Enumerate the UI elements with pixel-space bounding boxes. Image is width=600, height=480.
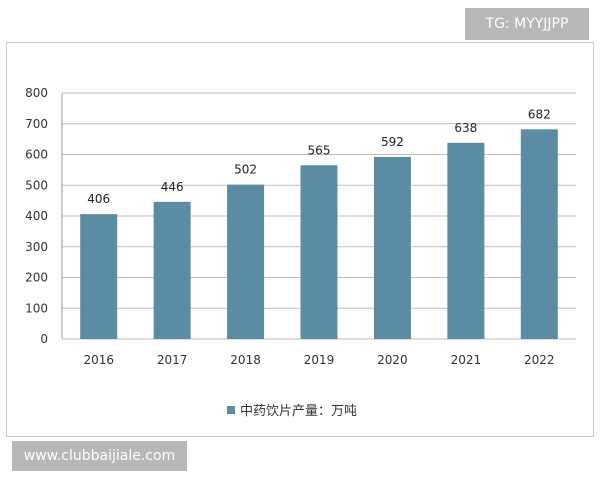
x-tick-labels: 2016 2017 2018 2019 2020 2021 2022 [83,353,554,367]
data-label: 502 [234,163,257,177]
x-tick-label: 2021 [451,353,482,367]
legend-label: 中药饮片产量：万吨 [240,404,357,419]
bar [373,156,411,339]
y-tick-label: 200 [25,271,48,285]
bar [80,214,118,339]
data-label: 406 [87,192,110,206]
bar [447,142,485,339]
data-label: 446 [161,180,184,194]
gridlines [61,92,576,340]
data-labels: 406 446 502 565 592 638 682 [87,107,550,206]
y-tick-label: 700 [25,117,48,131]
legend: 中药饮片产量：万吨 [227,404,357,419]
x-tick-label: 2022 [524,353,555,367]
y-tick-label: 800 [25,86,48,100]
data-label: 565 [308,143,331,157]
bar [153,201,191,339]
data-label: 638 [454,121,477,135]
bars [80,129,558,339]
data-label: 682 [528,107,551,121]
y-tick-label: 400 [25,209,48,223]
bar [520,129,558,339]
bar [227,184,265,339]
legend-swatch [227,406,235,414]
watermark-bottom: www.clubbaijiale.com [12,441,187,471]
y-tick-label: 500 [25,178,48,192]
data-label: 592 [381,135,404,149]
y-tick-label: 300 [25,240,48,254]
x-tick-label: 2018 [230,353,261,367]
watermark-top: TG: MYYJJPP [465,8,589,40]
y-tick-label: 0 [40,332,48,346]
x-tick-label: 2019 [304,353,335,367]
x-tick-label: 2020 [377,353,408,367]
y-tick-labels: 0 100 200 300 400 500 600 700 800 [25,86,48,346]
bar [300,165,338,339]
x-tick-label: 2016 [83,353,114,367]
x-tick-label: 2017 [157,353,188,367]
y-tick-label: 100 [25,301,48,315]
y-tick-label: 600 [25,148,48,162]
